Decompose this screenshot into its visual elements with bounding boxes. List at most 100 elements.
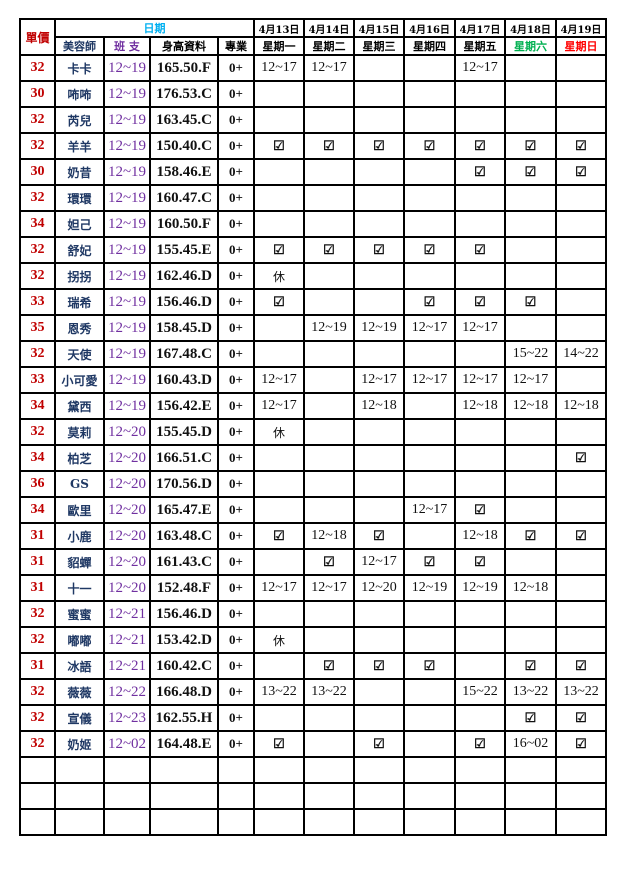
empty-cell	[353, 782, 405, 810]
weekday-header-4: 星期五	[454, 36, 506, 56]
stylist-name-cell: 天使	[54, 340, 105, 368]
check-icon: ☑	[504, 522, 557, 550]
empty-cell	[454, 756, 506, 784]
height-info-cell: 160.50.F	[149, 210, 219, 238]
table-row: 32 莫莉 12~20 155.45.D 0+ 休	[19, 418, 607, 446]
schedule-cell	[454, 184, 506, 212]
schedule-cell	[303, 158, 355, 186]
schedule-cell	[353, 678, 405, 706]
schedule-cell: 12~17	[253, 392, 305, 420]
shift-cell: 12~19	[103, 314, 151, 342]
specialty-cell: 0+	[217, 600, 255, 628]
price-cell: 34	[19, 210, 56, 238]
weekday-header-3: 星期四	[403, 36, 456, 56]
empty-cell	[149, 808, 219, 836]
schedule-cell	[555, 626, 607, 654]
price-cell: 32	[19, 678, 56, 706]
table-row: 35 恩秀 12~19 158.45.D 0+ 12~19 12~19 12~17 12~17	[19, 314, 607, 342]
shift-cell: 12~21	[103, 626, 151, 654]
shift-cell: 12~20	[103, 548, 151, 576]
schedule-cell: 12~18	[454, 392, 506, 420]
schedule-cell: 12~18	[454, 522, 506, 550]
schedule-cell: 12~18	[353, 392, 405, 420]
schedule-cell: 16~02	[504, 730, 557, 758]
specialty-cell: 0+	[217, 678, 255, 706]
price-cell: 32	[19, 730, 56, 758]
table-row: 33 小可愛 12~19 160.43.D 0+ 12~17 12~17 12~17 12~17…	[19, 366, 607, 394]
check-icon: ☑	[454, 548, 506, 576]
schedule-cell	[555, 262, 607, 290]
check-icon: ☑	[454, 236, 506, 264]
schedule-cell	[454, 444, 506, 472]
specialty-cell: 0+	[217, 704, 255, 732]
schedule-cell	[303, 626, 355, 654]
price-cell: 34	[19, 392, 56, 420]
specialty-cell: 0+	[217, 496, 255, 524]
schedule-cell	[253, 548, 305, 576]
check-icon: ☑	[555, 158, 607, 186]
check-icon: ☑	[253, 522, 305, 550]
empty-cell	[103, 808, 151, 836]
specialty-cell: 0+	[217, 106, 255, 134]
table-row: 33 瑞希 12~19 156.46.D 0+ ☑ ☑ ☑ ☑	[19, 288, 607, 316]
schedule-cell	[303, 184, 355, 212]
schedule-cell	[504, 262, 557, 290]
price-cell: 32	[19, 54, 56, 82]
stylist-name-cell: 卡卡	[54, 54, 105, 82]
schedule-cell	[555, 574, 607, 602]
check-icon: ☑	[353, 730, 405, 758]
shift-cell: 12~19	[103, 158, 151, 186]
price-header: 單價	[19, 18, 56, 56]
schedule-cell	[353, 288, 405, 316]
shift-cell: 12~19	[103, 340, 151, 368]
check-icon: ☑	[353, 132, 405, 160]
shift-cell: 12~19	[103, 54, 151, 82]
schedule-cell	[504, 54, 557, 82]
schedule-cell	[555, 496, 607, 524]
schedule-cell	[555, 210, 607, 238]
schedule-cell	[353, 704, 405, 732]
empty-row	[19, 782, 607, 810]
shift-cell: 12~20	[103, 418, 151, 446]
check-icon: ☑	[353, 236, 405, 264]
height-info-cell: 155.45.E	[149, 236, 219, 264]
stylist-name-cell: 十一	[54, 574, 105, 602]
table-row: 31 小鹿 12~20 163.48.C 0+ ☑ 12~18 ☑ 12~18 ☑ ☑	[19, 522, 607, 550]
check-icon: ☑	[303, 132, 355, 160]
empty-cell	[403, 782, 456, 810]
stylist-name-cell: 羊羊	[54, 132, 105, 160]
height-info-cell: 158.45.D	[149, 314, 219, 342]
shift-cell: 12~20	[103, 522, 151, 550]
price-cell: 32	[19, 600, 56, 628]
stylist-name-cell: 黛西	[54, 392, 105, 420]
empty-cell	[555, 808, 607, 836]
height-info-cell: 162.55.H	[149, 704, 219, 732]
empty-cell	[19, 808, 56, 836]
specialty-cell: 0+	[217, 314, 255, 342]
schedule-cell	[403, 262, 456, 290]
date-header-2: 4月15日	[353, 18, 405, 38]
schedule-cell: 12~19	[303, 314, 355, 342]
height-info-cell: 158.46.E	[149, 158, 219, 186]
height-info-cell: 163.48.C	[149, 522, 219, 550]
schedule-cell	[504, 470, 557, 498]
weekday-header-6: 星期日	[555, 36, 607, 56]
empty-cell	[217, 782, 255, 810]
schedule-cell	[403, 470, 456, 498]
empty-cell	[403, 756, 456, 784]
table-row: 32 拐拐 12~19 162.46.D 0+ 休	[19, 262, 607, 290]
schedule-cell	[555, 80, 607, 108]
schedule-cell	[504, 314, 557, 342]
height-info-cell: 162.46.D	[149, 262, 219, 290]
schedule-cell: 12~17	[353, 548, 405, 576]
schedule-cell	[454, 652, 506, 680]
stylist-name-cell: 冰語	[54, 652, 105, 680]
table-row: 32 芮兒 12~19 163.45.C 0+	[19, 106, 607, 134]
schedule-cell	[253, 340, 305, 368]
schedule-cell: 12~17	[403, 314, 456, 342]
table-row: 32 薇薇 12~22 166.48.D 0+ 13~22 13~22 15~22 13~22 1…	[19, 678, 607, 706]
specialty-cell: 0+	[217, 158, 255, 186]
schedule-cell	[403, 340, 456, 368]
check-icon: ☑	[454, 288, 506, 316]
schedule-cell	[303, 496, 355, 524]
